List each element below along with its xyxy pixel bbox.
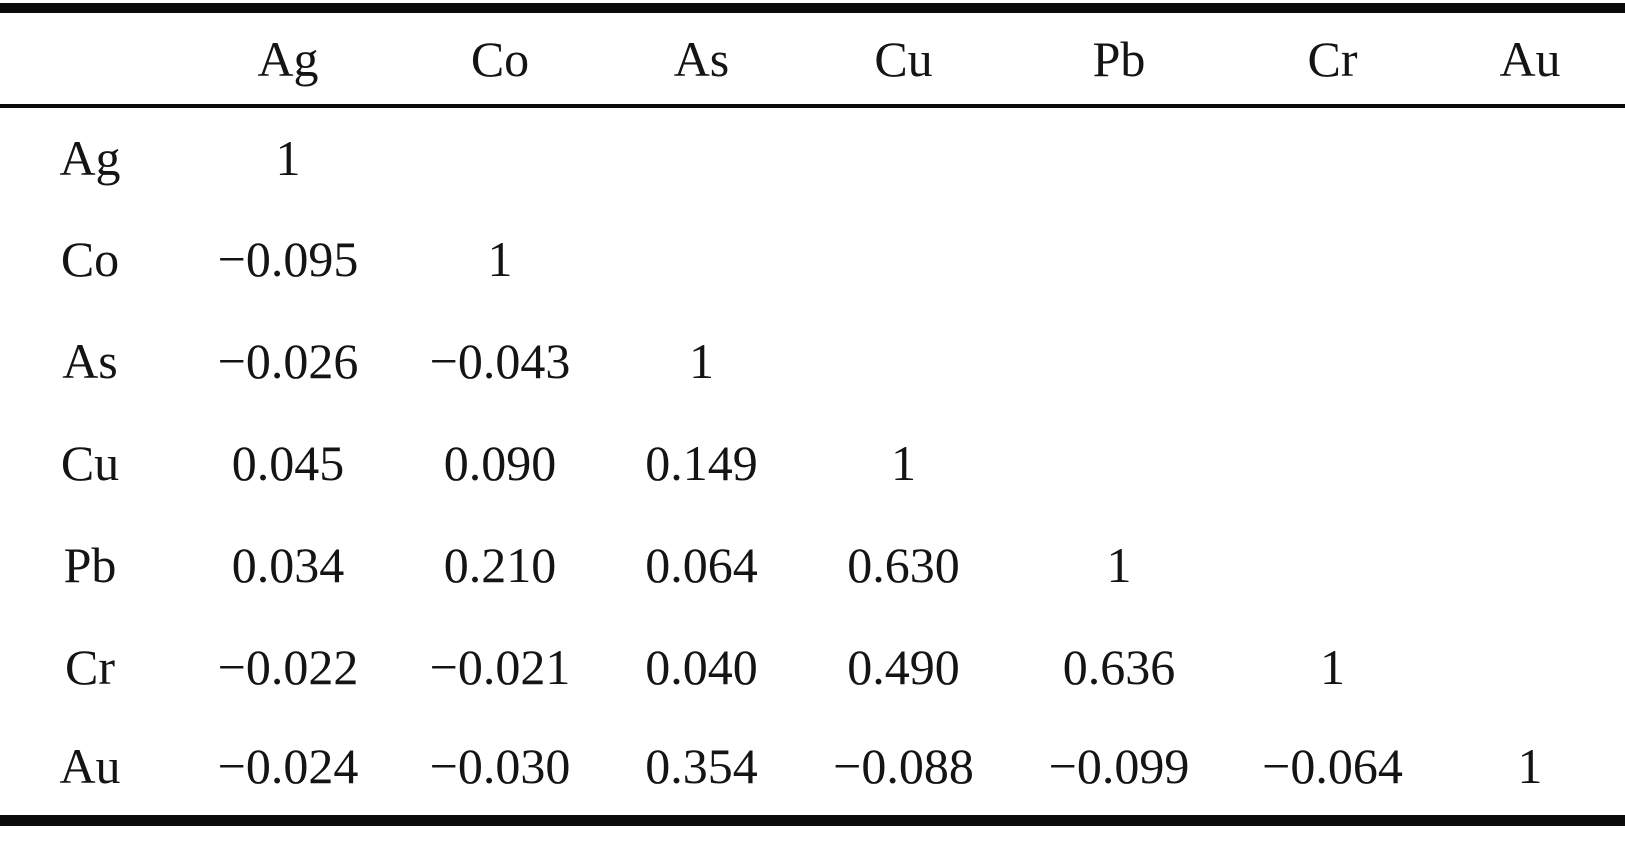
cell — [1435, 514, 1625, 616]
cell — [1230, 412, 1435, 514]
cell: −0.026 — [217, 333, 359, 389]
cell: 0.149 — [645, 435, 758, 491]
row-label-ag: Ag — [59, 130, 121, 186]
cell — [1008, 208, 1230, 310]
table-row: Co −0.095 1 — [0, 208, 1625, 310]
cell: −0.099 — [1048, 738, 1190, 795]
cell: −0.043 — [429, 333, 571, 389]
correlation-table: Ag Co As Cu Pb Cr Au Ag 1 Co — [0, 3, 1625, 826]
cell: −0.064 — [1262, 738, 1403, 795]
cell — [1435, 616, 1625, 718]
table-row: Pb 0.034 0.210 0.064 0.630 1 — [0, 514, 1625, 616]
cell: 0.630 — [847, 537, 960, 593]
row-label-as: As — [62, 333, 118, 389]
cell — [1435, 412, 1625, 514]
cell: 0.064 — [645, 537, 758, 593]
header-row: Ag Co As Cu Pb Cr Au — [0, 8, 1625, 108]
table-row: As −0.026 −0.043 1 — [0, 310, 1625, 412]
cell — [1230, 106, 1435, 208]
cell — [1230, 310, 1435, 412]
cell: 1 — [891, 435, 916, 491]
cell — [1435, 310, 1625, 412]
cell — [1008, 412, 1230, 514]
cell: 1 — [1517, 738, 1543, 795]
cell: 1 — [689, 333, 714, 389]
row-label-co: Co — [60, 231, 120, 287]
cell: −0.095 — [217, 231, 359, 287]
cell — [1435, 106, 1625, 208]
cell: 0.490 — [847, 639, 960, 695]
col-header-cr: Cr — [1230, 8, 1435, 108]
cell — [799, 208, 1008, 310]
row-label-cr: Cr — [65, 639, 115, 695]
col-header-ag: Ag — [180, 8, 396, 108]
col-header-cu: Cu — [799, 8, 1008, 108]
cell — [799, 106, 1008, 208]
cell: 1 — [1106, 537, 1132, 593]
row-label-au: Au — [59, 738, 121, 795]
cell: 1 — [275, 130, 301, 186]
cell — [604, 106, 799, 208]
cell — [1008, 106, 1230, 208]
row-label-pb: Pb — [63, 537, 117, 593]
cell — [1230, 514, 1435, 616]
cell — [1008, 310, 1230, 412]
cell: −0.024 — [217, 738, 359, 795]
cell: 0.210 — [443, 537, 557, 593]
table-row: Ag 1 — [0, 106, 1625, 208]
table-row: Cr −0.022 −0.021 0.040 0.490 0.636 1 — [0, 616, 1625, 718]
cell — [1435, 208, 1625, 310]
cell: −0.088 — [833, 738, 974, 795]
cell: 0.045 — [231, 435, 345, 491]
col-header-co: Co — [396, 8, 604, 108]
col-header-pb: Pb — [1008, 8, 1230, 108]
cell — [1230, 208, 1435, 310]
table-row: Au −0.024 −0.030 0.354 −0.088 −0.099 −0.… — [0, 718, 1625, 820]
row-label-cu: Cu — [60, 435, 120, 491]
cell: −0.030 — [429, 738, 571, 795]
corner-cell — [0, 8, 180, 108]
cell: 1 — [1320, 639, 1345, 695]
cell: −0.022 — [217, 639, 359, 695]
cell: 0.090 — [443, 435, 557, 491]
cell — [604, 208, 799, 310]
cell: 0.354 — [645, 738, 758, 795]
col-header-as: As — [604, 8, 799, 108]
cell — [799, 310, 1008, 412]
cell: −0.021 — [429, 639, 571, 695]
table-row: Cu 0.045 0.090 0.149 1 — [0, 412, 1625, 514]
cell: 1 — [487, 231, 513, 287]
cell — [396, 106, 604, 208]
cell: 0.040 — [645, 639, 758, 695]
cell: 0.034 — [231, 537, 345, 593]
cell: 0.636 — [1062, 639, 1176, 695]
col-header-au: Au — [1435, 8, 1625, 108]
